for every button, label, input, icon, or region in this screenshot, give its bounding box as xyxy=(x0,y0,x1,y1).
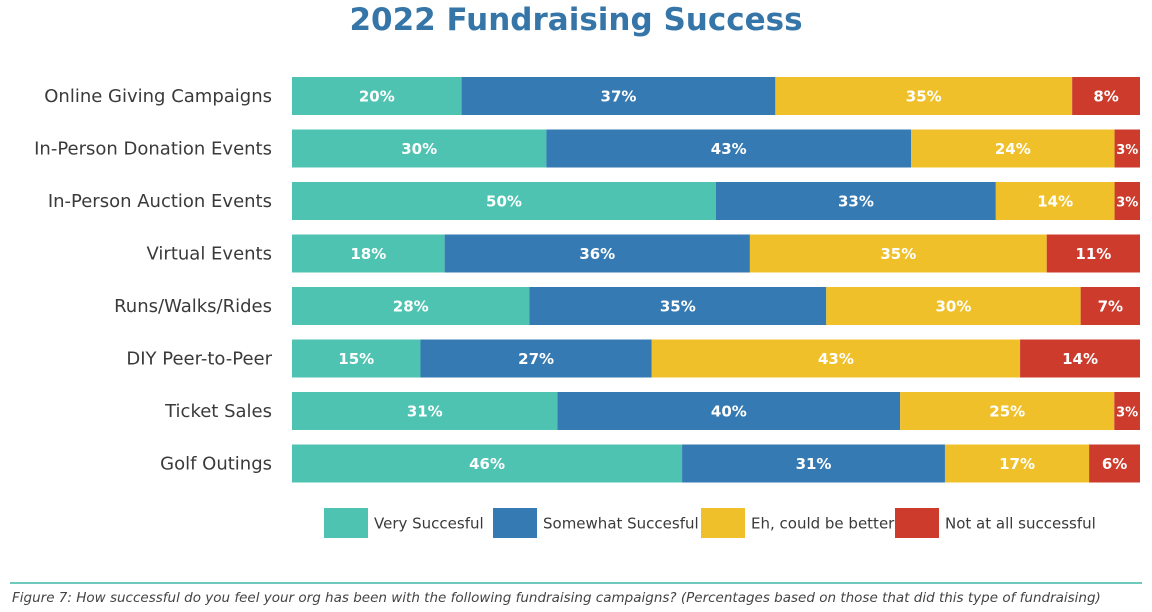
data-label-runs-walks-rides-very-succesful: 28% xyxy=(393,298,429,316)
bar-diy-peer-to-peer-very-succesful xyxy=(292,339,421,378)
data-label-ticket-sales-eh-could-be-better: 25% xyxy=(989,403,1025,421)
data-label-online-giving-campaigns-eh-could-be-better: 35% xyxy=(906,88,942,106)
bar-diy-peer-to-peer-eh-could-be-better xyxy=(651,339,1021,378)
data-label-ticket-sales-somewhat-succesful: 40% xyxy=(711,403,747,421)
data-label-golf-outings-somewhat-succesful: 31% xyxy=(796,455,832,473)
data-label-in-person-auction-events-very-succesful: 50% xyxy=(486,193,522,211)
bar-diy-peer-to-peer-not-at-all-successful xyxy=(1020,339,1140,378)
data-label-diy-peer-to-peer-somewhat-succesful: 27% xyxy=(518,350,554,368)
data-label-golf-outings-not-at-all-successful: 6% xyxy=(1102,455,1127,473)
data-label-virtual-events-eh-could-be-better: 35% xyxy=(880,245,916,263)
bar-golf-outings-not-at-all-successful xyxy=(1089,444,1140,483)
bars-group: Online Giving Campaigns 20% 37% 35% 8% In-Per… xyxy=(34,77,1140,483)
data-label-virtual-events-very-succesful: 18% xyxy=(350,245,386,263)
data-label-online-giving-campaigns-not-at-all-successful: 8% xyxy=(1093,88,1118,106)
bar-in-person-donation-events-somewhat-succesful xyxy=(546,129,912,168)
bar-runs-walks-rides-not-at-all-successful xyxy=(1080,287,1140,325)
data-label-in-person-donation-events-very-succesful: 30% xyxy=(401,140,437,158)
category-label-diy-peer-to-peer: DIY Peer-to-Peer xyxy=(126,349,272,370)
stacked-bar-chart: Online Giving Campaigns 20% 37% 35% 8% In-Per… xyxy=(34,77,1140,538)
data-label-virtual-events-not-at-all-successful: 11% xyxy=(1075,245,1111,263)
bar-online-giving-campaigns-eh-could-be-better xyxy=(775,77,1073,115)
data-label-golf-outings-very-succesful: 46% xyxy=(469,455,505,473)
caption-divider xyxy=(10,582,1142,584)
bar-virtual-events-very-succesful xyxy=(292,234,445,273)
legend-swatch-somewhat-succesful xyxy=(493,508,537,538)
figure-caption: Figure 7: How successful do you feel you… xyxy=(12,590,1101,606)
bar-in-person-donation-events-eh-could-be-better xyxy=(911,129,1115,168)
chart-title: 2022 Fundraising Success xyxy=(349,2,803,38)
category-label-ticket-sales: Ticket Sales xyxy=(164,401,272,422)
data-label-golf-outings-eh-could-be-better: 17% xyxy=(999,455,1035,473)
bar-in-person-auction-events-somewhat-succesful xyxy=(716,182,996,220)
bar-in-person-auction-events-eh-could-be-better xyxy=(995,182,1115,220)
legend-swatch-not-at-all-successful xyxy=(895,508,939,538)
data-label-in-person-auction-events-not-at-all-successful: 3% xyxy=(1116,196,1138,211)
data-label-ticket-sales-not-at-all-successful: 3% xyxy=(1116,406,1138,421)
bar-runs-walks-rides-very-succesful xyxy=(292,287,530,325)
data-label-runs-walks-rides-somewhat-succesful: 35% xyxy=(660,298,696,316)
data-label-diy-peer-to-peer-very-succesful: 15% xyxy=(338,350,374,368)
legend-label-somewhat-succesful: Somewhat Succesful xyxy=(543,515,699,533)
legend-label-not-at-all-successful: Not at all successful xyxy=(945,515,1096,533)
data-label-in-person-donation-events-somewhat-succesful: 43% xyxy=(711,140,747,158)
legend-swatch-eh-could-be-better xyxy=(701,508,745,538)
bar-runs-walks-rides-eh-could-be-better xyxy=(826,287,1081,325)
bar-diy-peer-to-peer-somewhat-succesful xyxy=(420,339,652,378)
bar-in-person-auction-events-not-at-all-successful xyxy=(1114,182,1140,220)
category-label-golf-outings: Golf Outings xyxy=(160,454,272,475)
category-label-runs-walks-rides: Runs/Walks/Rides xyxy=(114,296,272,317)
data-label-diy-peer-to-peer-not-at-all-successful: 14% xyxy=(1062,350,1098,368)
data-label-diy-peer-to-peer-eh-could-be-better: 43% xyxy=(818,350,854,368)
category-label-virtual-events: Virtual Events xyxy=(147,244,272,265)
data-label-in-person-donation-events-eh-could-be-better: 24% xyxy=(995,140,1031,158)
bar-ticket-sales-very-succesful xyxy=(292,392,558,430)
data-label-runs-walks-rides-eh-could-be-better: 30% xyxy=(935,298,971,316)
bar-in-person-donation-events-not-at-all-successful xyxy=(1114,129,1140,168)
bar-in-person-auction-events-very-succesful xyxy=(292,182,716,220)
bar-runs-walks-rides-somewhat-succesful xyxy=(529,287,827,325)
legend-swatch-very-succesful xyxy=(324,508,368,538)
bar-online-giving-campaigns-somewhat-succesful xyxy=(461,77,776,115)
bar-golf-outings-very-succesful xyxy=(292,444,683,483)
bar-ticket-sales-eh-could-be-better xyxy=(900,392,1115,430)
data-label-in-person-auction-events-somewhat-succesful: 33% xyxy=(838,193,874,211)
legend: Very Succesful Somewhat Succesful Eh, coul… xyxy=(324,508,1096,538)
bar-in-person-donation-events-very-succesful xyxy=(292,129,547,168)
bar-golf-outings-eh-could-be-better xyxy=(944,444,1090,483)
bar-virtual-events-somewhat-succesful xyxy=(444,234,750,273)
data-label-in-person-auction-events-eh-could-be-better: 14% xyxy=(1037,193,1073,211)
data-label-online-giving-campaigns-somewhat-succesful: 37% xyxy=(601,88,637,106)
legend-label-very-succesful: Very Succesful xyxy=(374,515,484,533)
data-label-in-person-donation-events-not-at-all-successful: 3% xyxy=(1116,143,1138,158)
category-label-in-person-auction-events: In-Person Auction Events xyxy=(48,191,272,212)
category-label-in-person-donation-events: In-Person Donation Events xyxy=(34,139,272,160)
category-label-online-giving-campaigns: Online Giving Campaigns xyxy=(44,86,272,107)
bar-ticket-sales-not-at-all-successful xyxy=(1114,392,1140,430)
bar-golf-outings-somewhat-succesful xyxy=(682,444,945,483)
bar-ticket-sales-somewhat-succesful xyxy=(557,392,901,430)
data-label-ticket-sales-very-succesful: 31% xyxy=(407,403,443,421)
bar-online-giving-campaigns-not-at-all-successful xyxy=(1072,77,1140,115)
bar-virtual-events-eh-could-be-better xyxy=(749,234,1047,273)
data-label-runs-walks-rides-not-at-all-successful: 7% xyxy=(1098,298,1123,316)
data-label-virtual-events-somewhat-succesful: 36% xyxy=(579,245,615,263)
bar-online-giving-campaigns-very-succesful xyxy=(292,77,462,115)
legend-label-eh-could-be-better: Eh, could be better xyxy=(751,515,895,533)
data-label-online-giving-campaigns-very-succesful: 20% xyxy=(359,88,395,106)
bar-virtual-events-not-at-all-successful xyxy=(1046,234,1140,273)
